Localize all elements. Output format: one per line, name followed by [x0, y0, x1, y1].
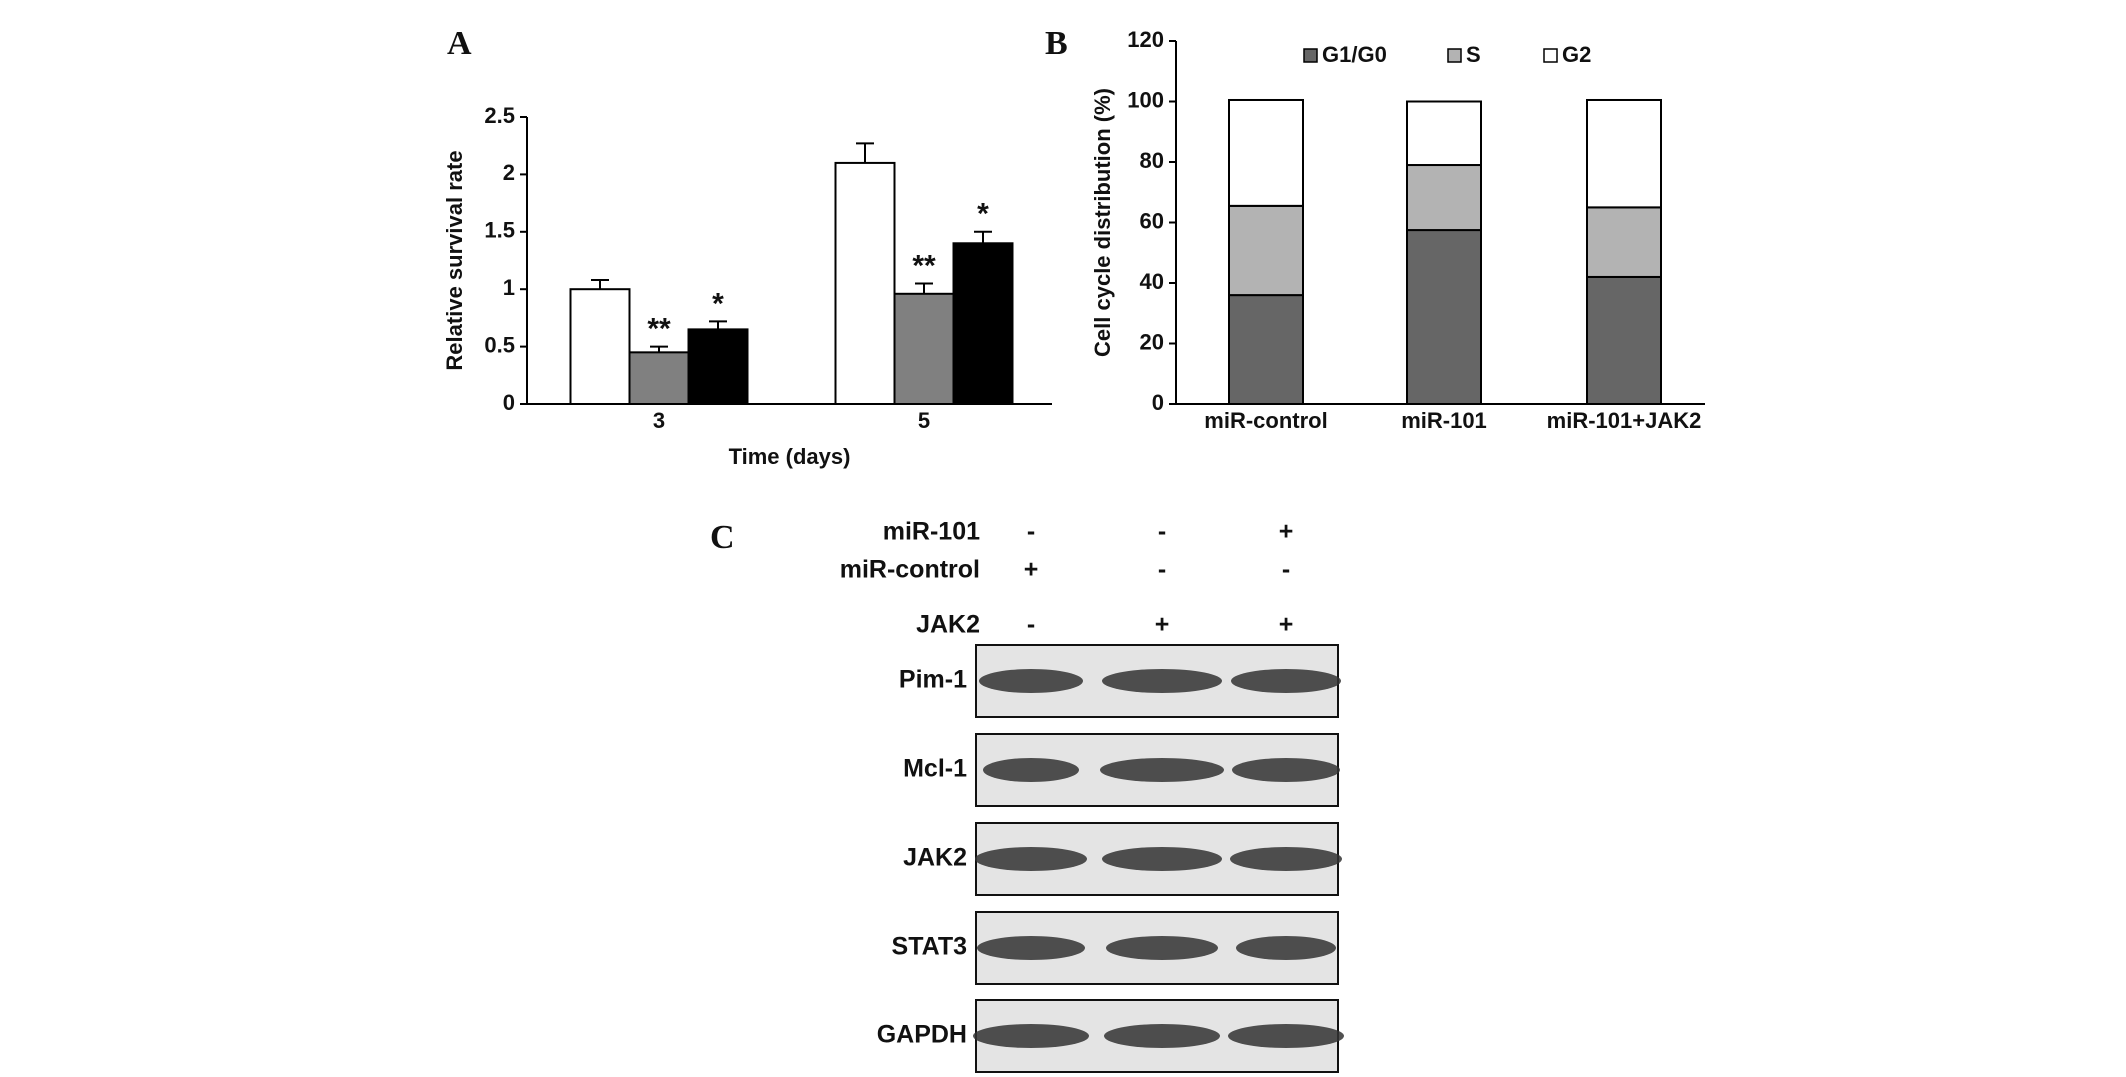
bar: [628, 351, 690, 405]
y-tick-label: 1: [503, 275, 515, 300]
protein-label: Mcl-1: [903, 755, 967, 783]
condition-label: JAK2: [916, 611, 980, 639]
protein-band: [1236, 936, 1336, 960]
protein-band: [1102, 847, 1222, 871]
y-tick-label: 2: [503, 160, 515, 185]
protein-band: [973, 1024, 1089, 1048]
legend-label: G1/G0: [1322, 42, 1387, 67]
x-tick-label: miR-control: [1204, 408, 1327, 433]
y-tick-label: 0: [503, 390, 515, 415]
bar: [952, 242, 1014, 405]
panel-label: B: [1045, 25, 1068, 62]
bar-segment: [1228, 204, 1304, 297]
y-tick-label: 0.5: [484, 332, 515, 357]
y-axis-label: Relative survival rate: [442, 150, 467, 370]
protein-band: [1100, 758, 1224, 782]
condition-sign: -: [1282, 556, 1290, 584]
bar: [687, 328, 749, 406]
condition-sign: -: [1158, 518, 1166, 546]
protein-band: [1232, 758, 1340, 782]
protein-band: [979, 669, 1083, 693]
protein-band: [1106, 936, 1218, 960]
condition-sign: +: [1279, 518, 1294, 546]
protein-band: [1104, 1024, 1220, 1048]
legend-label: S: [1466, 42, 1481, 67]
significance-label: **: [647, 313, 671, 346]
condition-sign: -: [1158, 556, 1166, 584]
condition-label: miR-control: [840, 556, 980, 584]
bar-segment: [1586, 206, 1662, 278]
bar: [569, 288, 631, 406]
bar-segment: [1406, 164, 1482, 232]
y-tick-label: 2.5: [484, 103, 515, 128]
bar-segment: [1586, 98, 1662, 209]
panel-label: A: [447, 25, 472, 62]
bar-segment: [1406, 100, 1482, 167]
bar-segment: [1586, 275, 1662, 406]
protein-label: GAPDH: [877, 1021, 967, 1049]
protein-band: [975, 847, 1087, 871]
x-axis-label: Time (days): [729, 444, 851, 469]
x-tick-label: miR-101: [1401, 408, 1487, 433]
y-tick-label: 60: [1140, 208, 1164, 233]
x-tick-label: 3: [653, 408, 665, 433]
protein-band: [983, 758, 1079, 782]
protein-band: [977, 936, 1085, 960]
condition-label: miR-101: [883, 518, 980, 546]
condition-sign: +: [1279, 611, 1294, 639]
panel-label: C: [710, 519, 735, 556]
y-axis-label: Cell cycle distribution (%): [1090, 88, 1115, 357]
bar-segment: [1406, 229, 1482, 405]
x-tick-label: 5: [918, 408, 930, 433]
y-tick-label: 0: [1152, 390, 1164, 415]
x-tick-label: miR-101+JAK2: [1547, 408, 1702, 433]
bar-segment: [1228, 294, 1304, 406]
bar: [834, 161, 896, 405]
protein-band: [1102, 669, 1222, 693]
protein-band: [1231, 669, 1341, 693]
y-tick-label: 80: [1140, 148, 1164, 173]
legend-swatch: [1447, 48, 1462, 63]
y-tick-label: 40: [1140, 269, 1164, 294]
protein-label: Pim-1: [899, 666, 967, 694]
y-tick-label: 1.5: [484, 218, 515, 243]
y-tick-label: 100: [1127, 87, 1164, 112]
legend-label: G2: [1562, 42, 1591, 67]
condition-sign: +: [1024, 556, 1039, 584]
y-tick-label: 120: [1127, 27, 1164, 52]
protein-label: JAK2: [903, 844, 967, 872]
significance-label: *: [977, 198, 989, 231]
condition-sign: -: [1027, 518, 1035, 546]
significance-label: **: [912, 249, 936, 282]
y-tick-label: 20: [1140, 329, 1164, 354]
protein-label: STAT3: [892, 933, 967, 961]
bar-segment: [1228, 98, 1304, 207]
bar: [893, 292, 955, 405]
protein-band: [1228, 1024, 1344, 1048]
condition-sign: +: [1155, 611, 1170, 639]
significance-label: *: [712, 287, 724, 320]
condition-sign: -: [1027, 611, 1035, 639]
legend-swatch: [1543, 48, 1558, 63]
protein-band: [1230, 847, 1342, 871]
legend-swatch: [1303, 48, 1318, 63]
